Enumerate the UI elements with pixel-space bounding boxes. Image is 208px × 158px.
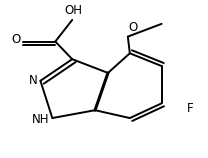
Text: N: N bbox=[28, 74, 37, 87]
Text: OH: OH bbox=[64, 4, 82, 17]
Text: O: O bbox=[129, 21, 138, 34]
Text: NH: NH bbox=[32, 113, 49, 126]
Text: F: F bbox=[187, 102, 193, 115]
Text: O: O bbox=[11, 33, 20, 46]
